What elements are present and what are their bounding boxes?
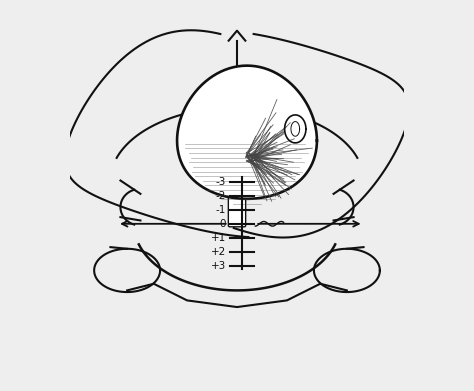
Text: -3: -3 [216, 177, 227, 187]
Text: +3: +3 [211, 261, 227, 271]
FancyBboxPatch shape [228, 196, 246, 227]
Text: -1: -1 [216, 205, 227, 215]
Polygon shape [177, 66, 317, 199]
Text: +2: +2 [211, 247, 227, 257]
Text: -2: -2 [216, 191, 227, 201]
Text: 0: 0 [220, 219, 227, 229]
Text: +1: +1 [211, 233, 227, 243]
